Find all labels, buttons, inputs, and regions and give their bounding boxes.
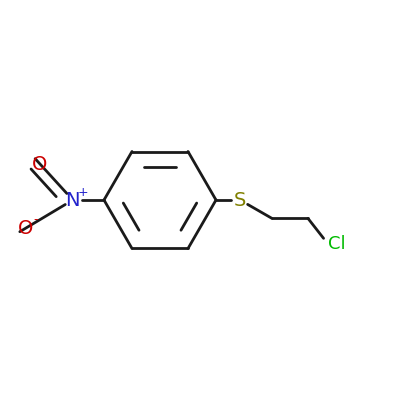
Text: Cl: Cl (328, 235, 346, 253)
Text: S: S (234, 190, 246, 210)
Text: O: O (32, 154, 48, 174)
Text: +: + (78, 186, 88, 198)
Text: N: N (66, 190, 80, 210)
Text: -: - (34, 214, 38, 226)
Text: O: O (18, 218, 34, 238)
